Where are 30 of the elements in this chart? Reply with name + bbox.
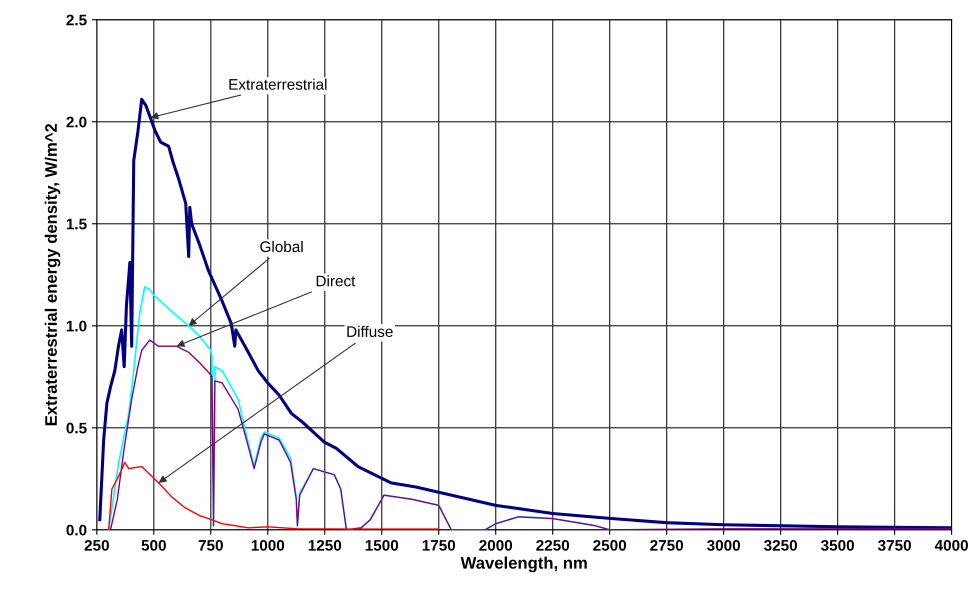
x-tick-label: 4000 bbox=[934, 540, 968, 551]
y-tick-label: 0.5 bbox=[66, 422, 87, 434]
x-tick-label: 250 bbox=[84, 540, 109, 551]
x-tick-label: 1500 bbox=[366, 540, 398, 551]
y-tick-label: 1.5 bbox=[66, 218, 87, 230]
x-tick-label: 500 bbox=[142, 540, 166, 551]
x-tick-label: 2500 bbox=[593, 540, 626, 551]
x-axis-title: Wavelength, nm bbox=[460, 556, 587, 572]
x-tick-label: 3000 bbox=[707, 540, 740, 551]
x-tick-label: 1750 bbox=[422, 540, 456, 551]
line-series bbox=[110, 339, 952, 530]
y-tick-label: 1.0 bbox=[66, 320, 86, 332]
x-tick-label: 3250 bbox=[764, 540, 798, 551]
x-tick-label: 3750 bbox=[878, 540, 911, 551]
x-tick-label: 1000 bbox=[252, 540, 284, 551]
annotation: Extraterrestrial bbox=[229, 78, 326, 90]
y-tick-label: 0.0 bbox=[66, 524, 86, 536]
line-series bbox=[108, 462, 440, 530]
x-tick-label: 750 bbox=[198, 540, 223, 551]
x-tick-label: 3500 bbox=[820, 540, 854, 551]
x-tick-label: 2000 bbox=[479, 540, 512, 551]
y-tick-label: 2.5 bbox=[66, 14, 87, 26]
x-tick-label: 1250 bbox=[308, 540, 342, 551]
y-axis-title: Extraterrestrial energy density, W/m^2 bbox=[44, 124, 60, 426]
x-tick-label: 2750 bbox=[650, 540, 684, 551]
y-tick-label: 2.0 bbox=[66, 116, 86, 128]
annotation: Direct bbox=[316, 275, 356, 286]
annotation: Global bbox=[260, 240, 303, 252]
annotation: Diffuse bbox=[347, 326, 393, 337]
x-tick-label: 2250 bbox=[536, 540, 570, 551]
